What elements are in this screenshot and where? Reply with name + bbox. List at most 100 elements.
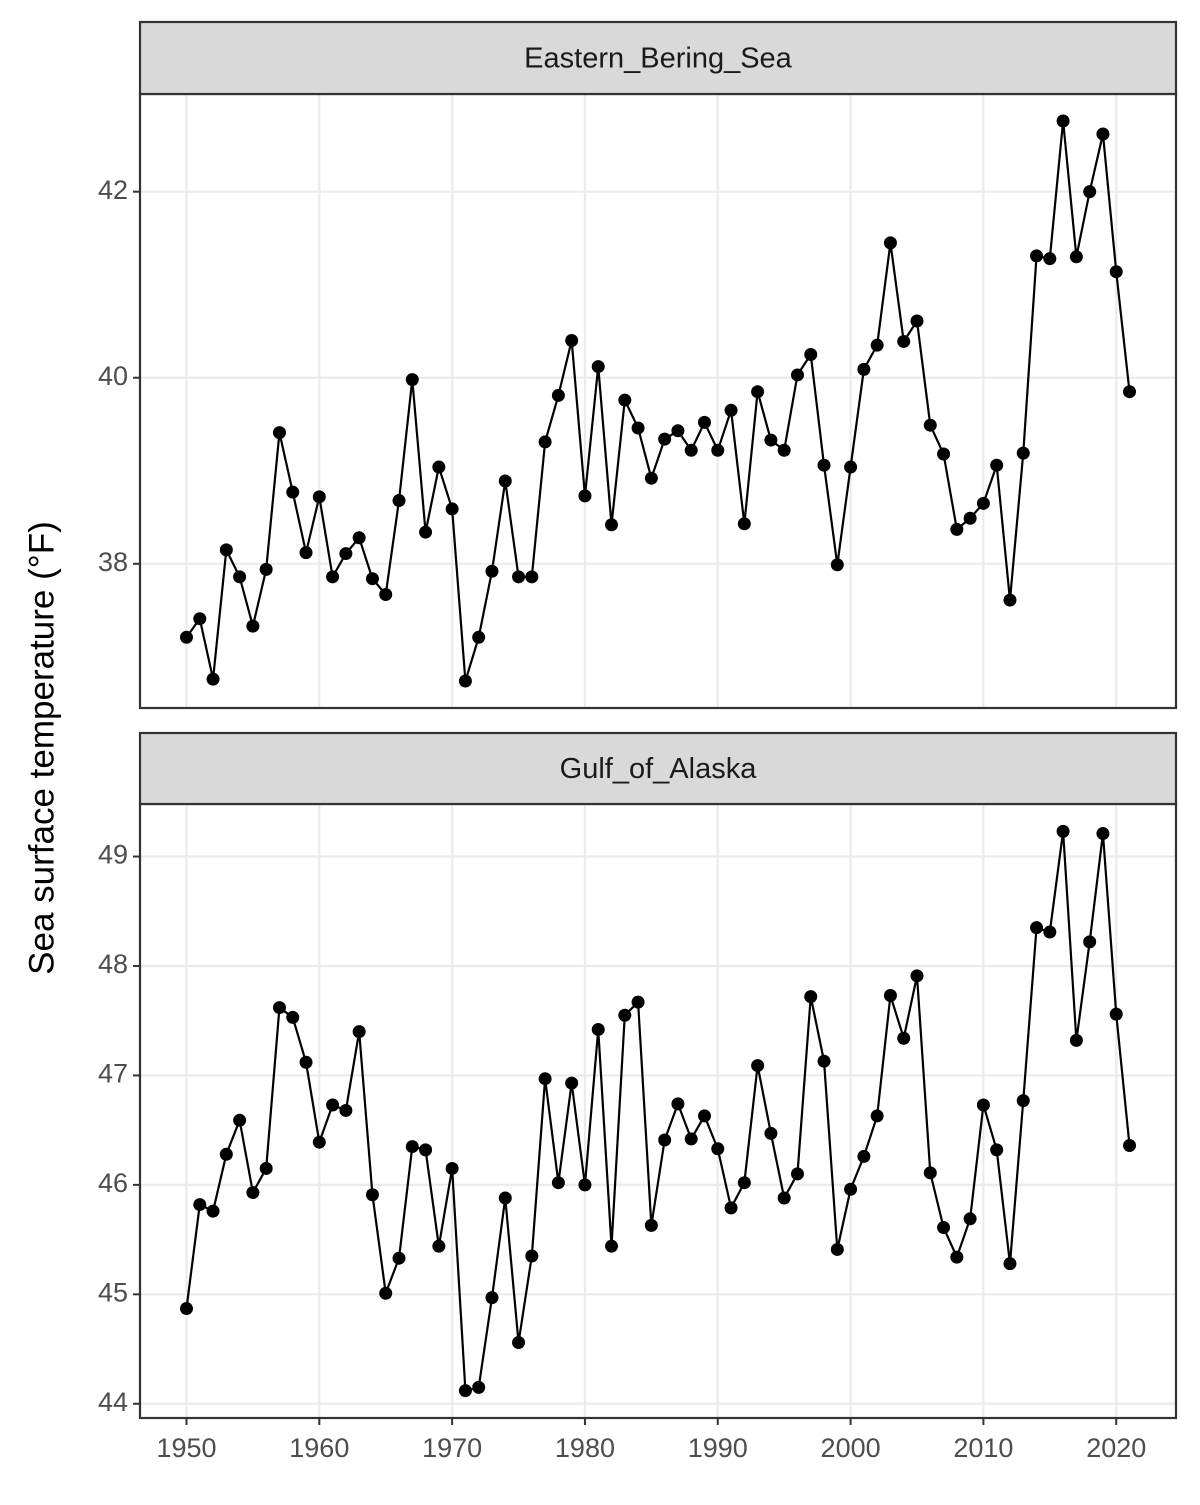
point	[1123, 1138, 1137, 1152]
point	[817, 458, 831, 472]
point	[605, 518, 619, 532]
y-tick-label: 47	[98, 1059, 128, 1089]
point	[1003, 1257, 1017, 1271]
point	[777, 443, 791, 457]
point	[963, 511, 977, 525]
point	[658, 432, 672, 446]
point	[751, 1059, 765, 1073]
point	[976, 1098, 990, 1112]
point	[538, 435, 552, 449]
point	[339, 1103, 353, 1117]
point	[206, 672, 220, 686]
point	[565, 334, 579, 348]
point	[1083, 185, 1097, 199]
point	[764, 1126, 778, 1140]
point	[326, 570, 340, 584]
point	[485, 1291, 499, 1305]
point	[737, 1176, 751, 1190]
point	[631, 995, 645, 1009]
point	[671, 424, 685, 438]
point	[883, 989, 897, 1003]
point	[379, 1286, 393, 1300]
point	[472, 1380, 486, 1394]
point	[631, 421, 645, 435]
point	[392, 1251, 406, 1265]
point	[1056, 114, 1070, 128]
point	[272, 1001, 286, 1015]
point	[897, 334, 911, 348]
x-tick-label: 2010	[953, 1433, 1013, 1463]
point	[445, 1161, 459, 1175]
point	[1003, 593, 1017, 607]
y-tick-label: 49	[98, 840, 128, 870]
strip	[138, 20, 1178, 96]
point	[1069, 1033, 1083, 1047]
point	[764, 433, 778, 447]
point	[1109, 1007, 1123, 1021]
point	[910, 314, 924, 328]
point	[605, 1239, 619, 1253]
strip	[138, 731, 1178, 806]
point	[1123, 385, 1137, 399]
point	[870, 1109, 884, 1123]
point	[498, 1191, 512, 1205]
y-tick-label: 44	[98, 1387, 128, 1417]
point	[259, 1161, 273, 1175]
point	[618, 1008, 632, 1022]
point	[1096, 827, 1110, 841]
point	[432, 1239, 446, 1253]
point	[233, 1113, 247, 1127]
point	[937, 1221, 951, 1235]
point	[512, 570, 526, 584]
point	[1083, 935, 1097, 949]
point	[405, 1140, 419, 1154]
point	[1016, 1094, 1030, 1108]
point	[326, 1098, 340, 1112]
point	[193, 612, 207, 626]
point	[857, 362, 871, 376]
point	[193, 1198, 207, 1212]
point	[658, 1133, 672, 1147]
point	[259, 562, 273, 576]
point	[419, 1143, 433, 1157]
point	[1096, 127, 1110, 141]
x-tick-label: 1970	[422, 1433, 482, 1463]
point	[1016, 446, 1030, 460]
point	[365, 1188, 379, 1202]
point	[219, 543, 233, 557]
point	[1109, 265, 1123, 279]
point	[751, 385, 765, 399]
strip-label: Gulf_of_Alaska	[560, 753, 758, 785]
point	[976, 496, 990, 510]
x-tick-label: 2020	[1086, 1433, 1146, 1463]
y-tick-label: 38	[98, 547, 128, 577]
x-tick-label: 1980	[555, 1433, 615, 1463]
point	[950, 522, 964, 536]
point	[379, 588, 393, 602]
point	[591, 1022, 605, 1036]
point	[1056, 824, 1070, 838]
point	[817, 1054, 831, 1068]
x-tick-label: 1990	[688, 1433, 748, 1463]
y-axis-label: Sea surface temperature (°F)	[22, 521, 61, 975]
point	[724, 1201, 738, 1215]
point	[445, 502, 459, 516]
panel-background	[140, 94, 1176, 708]
point	[671, 1097, 685, 1111]
point	[1043, 925, 1057, 939]
point	[711, 1142, 725, 1156]
point	[339, 547, 353, 561]
point	[179, 630, 193, 644]
point	[684, 1132, 698, 1146]
point	[897, 1031, 911, 1045]
point	[551, 388, 565, 402]
point	[312, 490, 326, 504]
point	[857, 1149, 871, 1163]
point	[804, 347, 818, 361]
point	[591, 360, 605, 374]
point	[365, 572, 379, 586]
point	[1030, 921, 1044, 935]
point	[432, 460, 446, 474]
point	[525, 570, 539, 584]
